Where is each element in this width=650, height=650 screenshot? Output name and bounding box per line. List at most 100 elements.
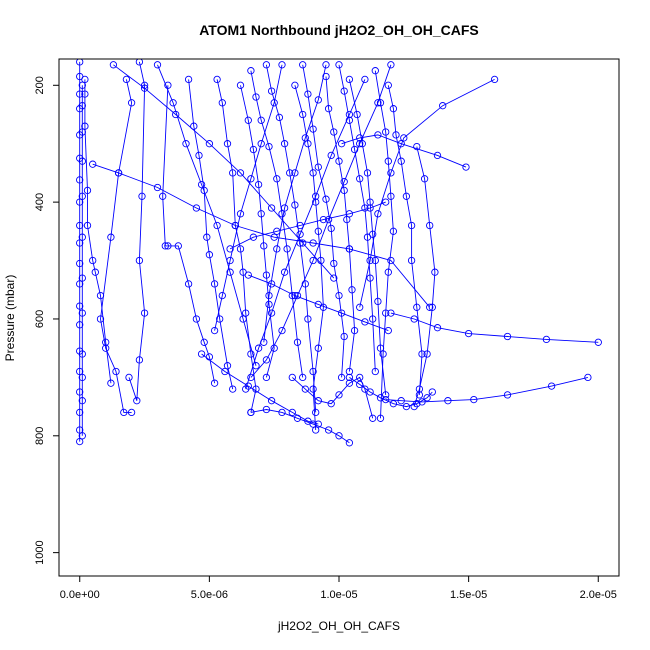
data-point [410, 315, 418, 323]
data-point [236, 245, 245, 253]
data-point [273, 175, 281, 183]
data-point [327, 151, 335, 160]
data-point [102, 338, 110, 346]
data-point [415, 391, 424, 399]
data-point [236, 210, 245, 218]
data-point [340, 332, 348, 341]
data-point [138, 192, 146, 200]
data-point [226, 268, 234, 276]
data-point [210, 280, 219, 288]
data-point [413, 303, 421, 311]
data-point [195, 151, 203, 160]
data-point [280, 204, 289, 212]
data-point [312, 426, 320, 434]
series-line-3 [100, 79, 133, 413]
data-point [218, 291, 226, 300]
data-point [265, 142, 273, 151]
data-point [314, 397, 322, 405]
data-point [503, 332, 512, 341]
data-point [76, 426, 84, 434]
data-point [262, 271, 271, 279]
data-point [247, 350, 255, 358]
series-line-10 [265, 64, 317, 413]
data-point [265, 291, 273, 300]
y-tick-label: 600 [34, 310, 46, 328]
data-point [254, 180, 263, 189]
data-point [262, 356, 271, 364]
data-point [78, 397, 86, 405]
data-point [371, 256, 379, 265]
data-point [345, 110, 354, 119]
data-point [376, 99, 385, 107]
data-point [366, 274, 374, 282]
data-point [260, 242, 268, 250]
data-point [231, 221, 239, 230]
data-point [314, 163, 322, 171]
data-point [327, 400, 335, 408]
data-point [402, 192, 411, 200]
data-point [387, 256, 395, 265]
data-point [140, 309, 149, 317]
data-point [78, 81, 86, 89]
data-point [247, 408, 255, 417]
data-point [153, 183, 162, 192]
data-point [213, 221, 221, 230]
data-point [229, 169, 237, 177]
data-point [314, 420, 322, 428]
data-point [112, 367, 120, 376]
data-point [78, 233, 86, 241]
data-point [428, 303, 436, 311]
data-point [184, 280, 193, 288]
data-point [358, 140, 366, 148]
data-point [267, 87, 276, 95]
y-tick-label: 800 [34, 427, 46, 445]
data-point [76, 408, 84, 417]
data-point [431, 268, 439, 276]
data-point [293, 291, 302, 300]
data-point [213, 75, 221, 84]
x-tick-label: 2.0e-05 [580, 589, 617, 601]
data-point [164, 81, 172, 89]
data-point [190, 122, 198, 130]
data-point [345, 367, 354, 376]
y-tick-label: 1000 [34, 540, 46, 564]
data-point [78, 274, 86, 282]
data-point [330, 259, 338, 268]
series-line-29 [349, 377, 433, 408]
data-point [322, 195, 330, 203]
data-point [83, 221, 92, 230]
data-point [379, 350, 387, 358]
data-point [89, 160, 97, 168]
data-point [343, 215, 351, 224]
data-point [584, 373, 592, 382]
data-point [76, 59, 84, 66]
data-point [260, 338, 268, 346]
data-point [242, 385, 250, 393]
data-point [299, 239, 307, 247]
data-point [330, 274, 338, 282]
y-tick-label: 200 [34, 76, 46, 94]
data-point [374, 131, 382, 139]
x-tick-label: 5.0e-06 [191, 589, 228, 601]
data-point [337, 140, 346, 148]
data-point [547, 382, 556, 390]
data-point [369, 230, 377, 238]
data-point [356, 175, 364, 183]
data-point [114, 169, 123, 177]
data-point [291, 291, 299, 300]
data-point [218, 99, 226, 107]
data-point [542, 335, 551, 344]
data-point [345, 245, 354, 253]
data-point [78, 102, 86, 110]
data-point [226, 256, 234, 265]
data-point [382, 198, 390, 206]
data-point [345, 210, 354, 218]
data-point [242, 309, 250, 317]
data-point [345, 379, 354, 387]
data-point [223, 362, 232, 370]
data-point [192, 315, 201, 323]
data-point [309, 239, 317, 247]
data-point [291, 81, 299, 89]
data-point [335, 432, 343, 440]
